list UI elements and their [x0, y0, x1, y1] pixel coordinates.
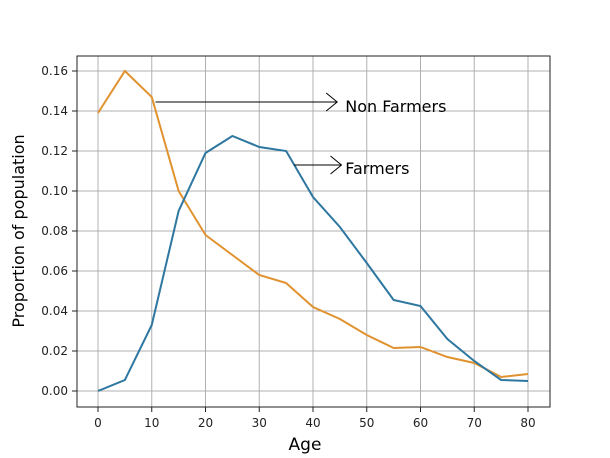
- series-line-non-farmers: [97, 69, 529, 379]
- x-tick-label: 0: [94, 416, 102, 430]
- annotation-label: Non Farmers: [345, 97, 446, 116]
- x-tick-label: 70: [467, 416, 482, 430]
- y-tick-label: 0.10: [41, 184, 68, 198]
- grid: [77, 56, 550, 407]
- y-tick-label: 0.00: [41, 384, 68, 398]
- x-tick-label: 30: [252, 416, 267, 430]
- x-tick-label: 50: [359, 416, 374, 430]
- x-tick-label: 20: [198, 416, 213, 430]
- x-tick-label: 10: [144, 416, 159, 430]
- y-tick-label: 0.16: [41, 64, 68, 78]
- annotations: Non Farmers Farmers: [155, 92, 446, 178]
- arrow-head-icon: [330, 155, 343, 175]
- annotation-label: Farmers: [345, 159, 409, 178]
- x-tick-label: 60: [413, 416, 428, 430]
- y-tick-label: 0.04: [41, 304, 68, 318]
- series-line-farmers: [97, 134, 529, 392]
- arrow-head-icon: [325, 92, 338, 112]
- x-axis-label: Age: [289, 435, 322, 455]
- x-tick-label: 80: [520, 416, 535, 430]
- x-tick-label: 40: [305, 416, 320, 430]
- y-axis-label: Proportion of population: [9, 134, 28, 327]
- y-tick-label: 0.14: [41, 104, 68, 118]
- y-tick-label: 0.12: [41, 144, 68, 158]
- y-tick-label: 0.08: [41, 224, 68, 238]
- y-tick-label: 0.02: [41, 344, 68, 358]
- ticks: 0 10 20 30 40 50 60 70 80 0.00 0.02 0.04 0.06 0.08 0.1…: [41, 64, 535, 430]
- y-tick-label: 0.06: [41, 264, 68, 278]
- series-lines: [97, 69, 529, 392]
